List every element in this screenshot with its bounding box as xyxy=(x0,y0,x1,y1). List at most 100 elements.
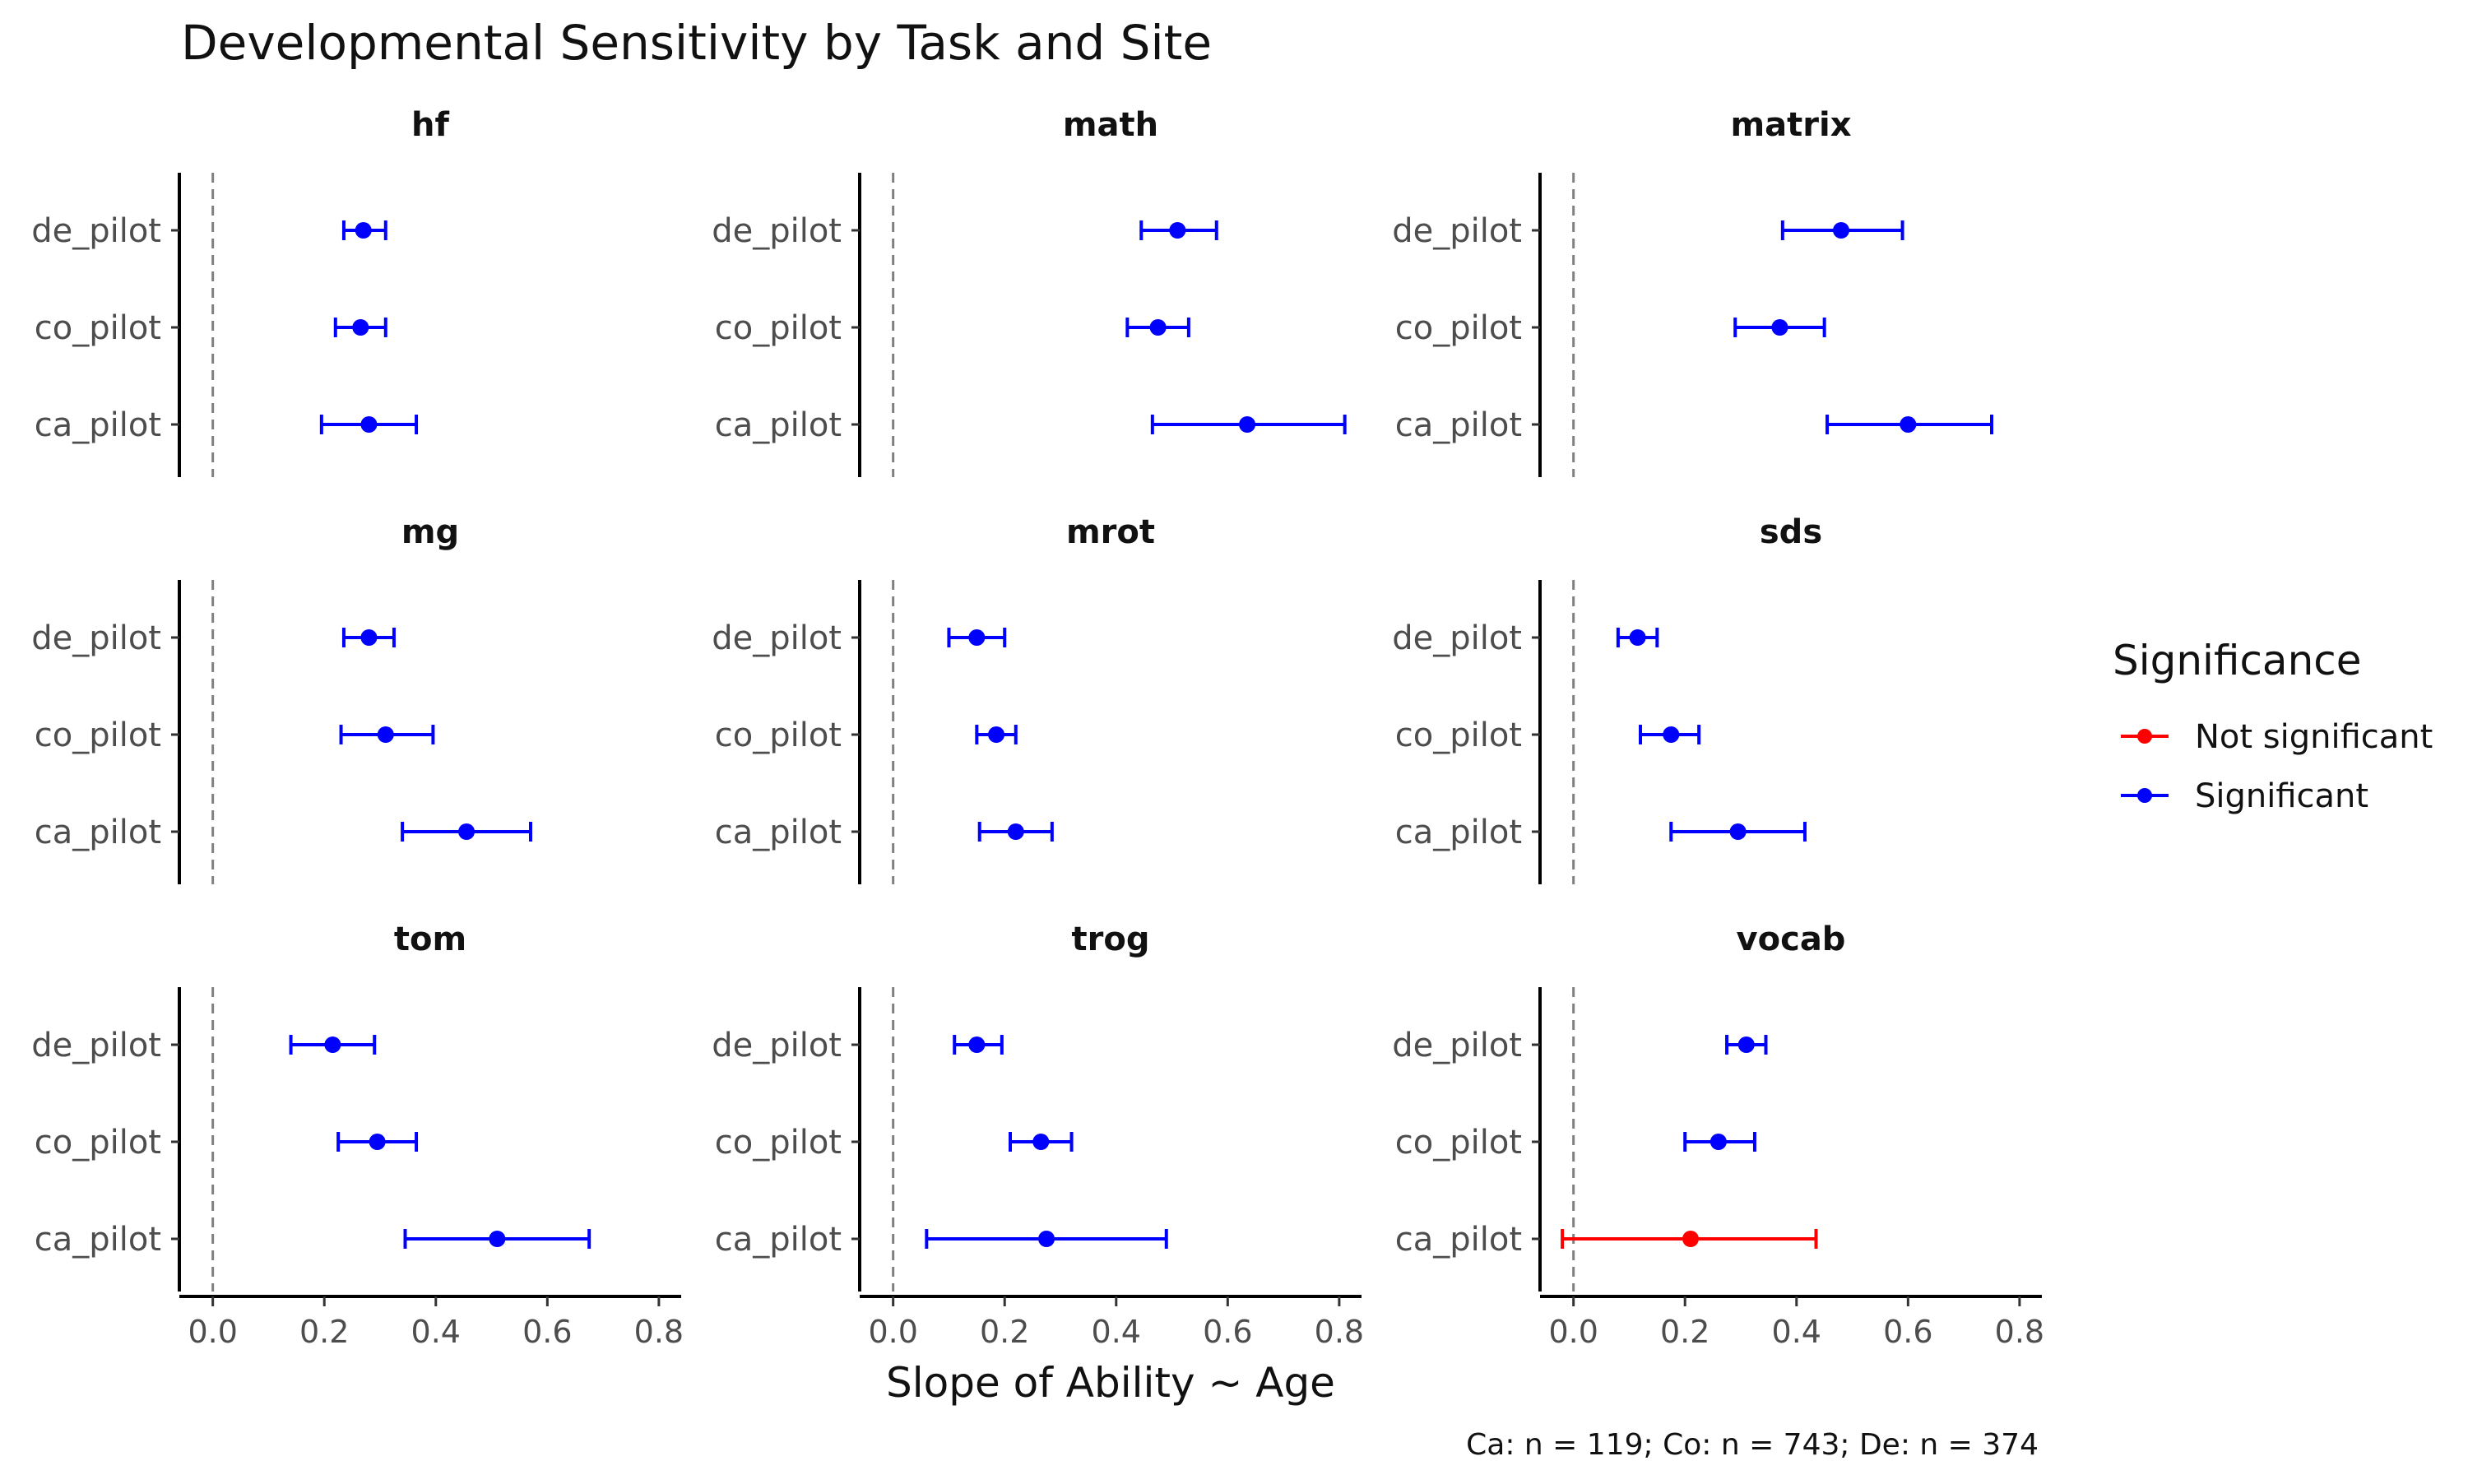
y-tick-label: ca_pilot xyxy=(1395,814,1522,851)
data-point-matrix-co_pilot xyxy=(1733,318,1826,337)
x-tick-label: 0.0 xyxy=(1548,1314,1598,1350)
estimate-point xyxy=(458,823,476,840)
chart-title: Developmental Sensitivity by Task and Si… xyxy=(181,15,1212,71)
estimate-point xyxy=(369,1134,386,1150)
legend-item: Not significant xyxy=(2121,718,2433,756)
estimate-point xyxy=(1663,726,1680,743)
estimate-point xyxy=(1771,319,1788,336)
x-tick-label: 0.2 xyxy=(1660,1314,1710,1350)
y-tick-label: co_pilot xyxy=(715,309,842,347)
facet-label: mg xyxy=(401,513,459,551)
y-tick-label: de_pilot xyxy=(1392,212,1522,250)
facet-panels: hfde_pilotco_pilotca_pilotmathde_pilotco… xyxy=(31,106,2044,1350)
estimate-point xyxy=(1682,1231,1699,1247)
data-point-mg-co_pilot xyxy=(339,725,435,744)
y-tick-label: de_pilot xyxy=(1392,1027,1522,1064)
facet-label: matrix xyxy=(1730,106,1851,144)
x-tick-label: 0.2 xyxy=(299,1314,349,1350)
y-tick-label: de_pilot xyxy=(31,1027,161,1064)
data-point-hf-ca_pilot xyxy=(319,415,419,434)
legend: Significance Not significant Significant xyxy=(2113,637,2433,815)
estimate-point xyxy=(360,416,378,433)
data-point-mg-de_pilot xyxy=(341,628,396,647)
facet-panel-hf: hf de_pilot co_pilot ca_pilot xyxy=(31,106,450,477)
facet-panel-trog: trog de_pilot co_pilot ca_pilot 0.0 0.2 0.4 0.6… xyxy=(712,921,1364,1350)
y-tick-label: ca_pilot xyxy=(715,406,842,444)
legend-title: Significance xyxy=(2113,637,2362,684)
y-tick-label: de_pilot xyxy=(31,619,161,657)
y-tick-label: ca_pilot xyxy=(35,1221,161,1259)
data-point-sds-ca_pilot xyxy=(1669,822,1807,842)
legend-label: Not significant xyxy=(2195,718,2433,756)
x-tick-label: 0.6 xyxy=(1883,1314,1932,1350)
x-axis-label: Slope of Ability ~ Age xyxy=(886,1359,1335,1407)
y-tick-label: ca_pilot xyxy=(35,406,161,444)
estimate-point xyxy=(1169,222,1186,239)
data-point-mg-ca_pilot xyxy=(401,822,532,842)
data-point-tom-ca_pilot xyxy=(403,1229,591,1249)
data-point-sds-de_pilot xyxy=(1616,628,1659,647)
data-point-vocab-ca_pilot xyxy=(1561,1229,1818,1249)
facet-panel-math: math de_pilot co_pilot ca_pilot xyxy=(712,106,1347,477)
estimate-point xyxy=(1729,823,1747,840)
estimate-point xyxy=(1629,629,1646,646)
estimate-point xyxy=(324,1036,341,1053)
data-point-trog-de_pilot xyxy=(953,1035,1004,1055)
y-tick-label: de_pilot xyxy=(712,212,842,250)
y-tick-label: co_pilot xyxy=(35,716,161,754)
data-point-tom-de_pilot xyxy=(289,1035,377,1055)
data-point-mrot-ca_pilot xyxy=(977,822,1054,842)
data-point-math-ca_pilot xyxy=(1150,415,1347,434)
y-tick-label: de_pilot xyxy=(712,619,842,657)
estimate-point xyxy=(968,1036,986,1053)
facet-panel-sds: sds de_pilot co_pilot ca_pilot xyxy=(1392,513,1822,884)
y-tick-label: co_pilot xyxy=(715,1124,842,1162)
y-tick-label: de_pilot xyxy=(31,212,161,250)
y-tick-label: ca_pilot xyxy=(715,1221,842,1259)
y-tick-label: ca_pilot xyxy=(1395,406,1522,444)
y-tick-label: ca_pilot xyxy=(715,814,842,851)
data-point-math-de_pilot xyxy=(1139,220,1218,240)
estimate-point xyxy=(968,629,986,646)
legend-label: Significant xyxy=(2195,777,2368,815)
data-point-trog-ca_pilot xyxy=(925,1229,1168,1249)
y-tick-label: de_pilot xyxy=(1392,619,1522,657)
estimate-point xyxy=(1007,823,1024,840)
facet-label: math xyxy=(1063,106,1158,144)
estimate-point xyxy=(1710,1134,1727,1150)
estimate-point xyxy=(988,726,1005,743)
x-tick-label: 0.0 xyxy=(868,1314,917,1350)
y-tick-label: co_pilot xyxy=(715,716,842,754)
caption: Ca: n = 119; Co: n = 743; De: n = 374 xyxy=(1466,1428,2039,1462)
facet-label: trog xyxy=(1072,921,1150,958)
estimate-point xyxy=(1737,1036,1755,1053)
y-tick-label: co_pilot xyxy=(35,1124,161,1162)
data-point-tom-co_pilot xyxy=(336,1132,419,1152)
y-tick-label: co_pilot xyxy=(1395,1124,1522,1162)
legend-key-point xyxy=(2137,788,2152,803)
y-tick-label: co_pilot xyxy=(1395,309,1522,347)
legend-key-point xyxy=(2137,729,2152,744)
estimate-point xyxy=(489,1231,506,1247)
x-tick-label: 0.8 xyxy=(634,1314,684,1350)
estimate-point xyxy=(360,629,378,646)
facet-label: tom xyxy=(394,921,466,958)
facet-label: sds xyxy=(1760,513,1822,551)
data-point-sds-co_pilot xyxy=(1639,725,1701,744)
y-tick-label: ca_pilot xyxy=(1395,1221,1522,1259)
facet-label: vocab xyxy=(1737,921,1846,958)
facet-panel-vocab: vocab de_pilot co_pilot ca_pilot 0.0 0.2 0.4 0.… xyxy=(1392,921,2044,1350)
x-tick-label: 0.6 xyxy=(1203,1314,1252,1350)
x-tick-label: 0.4 xyxy=(1092,1314,1141,1350)
data-point-vocab-co_pilot xyxy=(1683,1132,1756,1152)
facet-panel-tom: tom de_pilot co_pilot ca_pilot 0.0 0.2 0.4 0.6 0… xyxy=(31,921,684,1350)
x-tick-label: 0.8 xyxy=(1995,1314,2044,1350)
data-point-mrot-de_pilot xyxy=(947,628,1007,647)
facet-panel-mg: mg de_pilot co_pilot ca_pilot xyxy=(31,513,532,884)
estimate-point xyxy=(352,319,369,336)
x-tick-label: 0.4 xyxy=(411,1314,461,1350)
facet-label: hf xyxy=(411,106,449,144)
